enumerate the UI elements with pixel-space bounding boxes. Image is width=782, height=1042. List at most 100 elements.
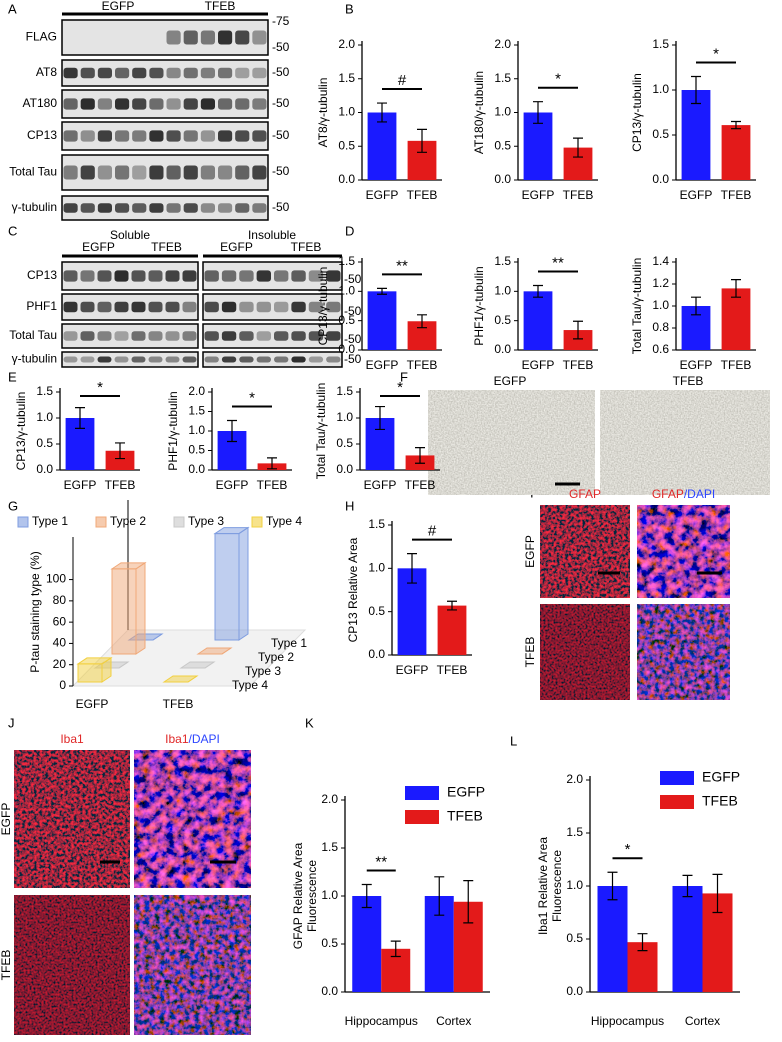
blot-band — [326, 270, 341, 282]
legend-swatch — [17, 516, 29, 528]
blot-band — [80, 67, 95, 79]
y-tick-label: 0 — [59, 678, 66, 692]
blot-band — [235, 130, 250, 142]
y-tick-label: 2.0 — [494, 37, 511, 51]
y-tick-label: 1.0 — [368, 561, 385, 575]
blot-band — [235, 165, 250, 180]
y-tick-label: 0.0 — [338, 172, 355, 186]
y-axis-label: CP13/γ-tubulin — [316, 267, 330, 346]
image-label: EGFP — [494, 374, 527, 388]
label-part: Iba1 — [60, 732, 84, 746]
significance-label: * — [555, 71, 561, 88]
error-bar — [115, 442, 125, 460]
y-tick-label: 1.0 — [494, 105, 511, 119]
blot-row — [61, 89, 269, 119]
y-tick-label: 0.0 — [494, 172, 511, 186]
y-tick-label: 0.5 — [188, 443, 205, 457]
mw-marker: -50 — [272, 128, 290, 142]
significance-label: * — [625, 841, 631, 858]
mw-marker: -50 — [272, 40, 290, 54]
y-tick-label: 1.5 — [321, 840, 338, 854]
y-tick-label: 0.0 — [494, 342, 511, 356]
blot-band — [274, 356, 289, 363]
y-tick-label: 1.5 — [188, 404, 205, 418]
blot-band — [252, 30, 267, 45]
blot-band — [132, 98, 147, 110]
image-label: Iba1/DAPI — [165, 732, 220, 746]
image-label: GFAP — [569, 487, 601, 501]
y-tick-label: 1.0 — [188, 423, 205, 437]
blot-band — [63, 331, 78, 341]
error-bar — [447, 600, 457, 611]
blot-band — [183, 30, 198, 45]
error-bar — [691, 75, 701, 105]
bar-side — [135, 561, 146, 655]
bar-front — [214, 533, 240, 641]
blot-band — [308, 301, 324, 313]
row-label: TFEB — [523, 637, 537, 668]
panel-label: J — [8, 715, 15, 730]
bar — [367, 112, 397, 180]
blot-band — [149, 130, 164, 142]
blot-band — [291, 301, 306, 313]
y-tick-label: 0.0 — [321, 984, 338, 998]
mw-marker: -50 — [272, 65, 290, 79]
y-tick-label: 0.0 — [336, 462, 353, 476]
y-tick-label: 2.0 — [188, 384, 205, 398]
x-tick-label: EGFP — [522, 188, 555, 202]
y-tick-label: 1.2 — [652, 276, 669, 290]
blot-band — [239, 331, 254, 341]
blot-band — [63, 356, 78, 363]
x-tick-label: EGFP — [76, 697, 109, 711]
blot-band — [165, 301, 180, 313]
y-tick-label: 1.0 — [652, 298, 669, 312]
blot-band — [200, 130, 215, 142]
blot-band — [80, 165, 95, 180]
row-label: γ-tubulin — [12, 352, 57, 366]
y-axis-label: Fluorescence — [305, 860, 319, 932]
blot-band — [80, 331, 95, 341]
blot-band — [235, 67, 250, 79]
significance-label: * — [97, 379, 103, 396]
legend-label: EGFP — [447, 784, 485, 800]
blot-band — [308, 356, 324, 363]
blot-band — [291, 356, 306, 363]
mw-marker: -75 — [272, 14, 290, 28]
blot-band — [131, 301, 146, 313]
bar-3d — [110, 561, 147, 655]
blot-band — [148, 301, 163, 313]
blot-band — [115, 67, 130, 79]
y-tick-label: 1.5 — [566, 825, 583, 839]
blot-band — [132, 67, 147, 79]
bar — [721, 125, 751, 180]
x-tick-label: TFEB — [407, 188, 438, 202]
x-tick-label: TFEB — [257, 478, 288, 492]
y-tick-label: 1.0 — [566, 878, 583, 892]
bar — [367, 291, 397, 350]
x-tick-label: Hippocampus — [591, 1014, 664, 1028]
y-tick-label: 0.5 — [494, 138, 511, 152]
significance-label: * — [397, 379, 403, 396]
group-label: TFEB — [291, 240, 322, 254]
error-bar — [682, 874, 693, 898]
row-label: AT180 — [23, 96, 58, 110]
blot-band — [200, 30, 215, 45]
blot-band — [80, 301, 95, 313]
label-part: /DAPI — [189, 732, 220, 746]
y-axis-label: Total Tau/γ-tubulin — [314, 383, 328, 480]
blot-row — [202, 351, 343, 368]
blot-band — [182, 270, 197, 282]
blot-band — [221, 356, 237, 363]
significance-label: * — [249, 389, 255, 406]
x-tick-label: Cortex — [436, 1014, 471, 1028]
bar — [681, 90, 711, 180]
y-tick-label: 0.5 — [566, 931, 583, 945]
micrograph — [540, 505, 630, 598]
blot-band — [221, 270, 237, 282]
blot-band — [204, 331, 219, 341]
x-tick-label: TFEB — [563, 188, 594, 202]
blot-band — [165, 356, 180, 363]
error-bar — [463, 880, 474, 924]
bar — [523, 291, 553, 350]
blot-band — [63, 130, 78, 142]
